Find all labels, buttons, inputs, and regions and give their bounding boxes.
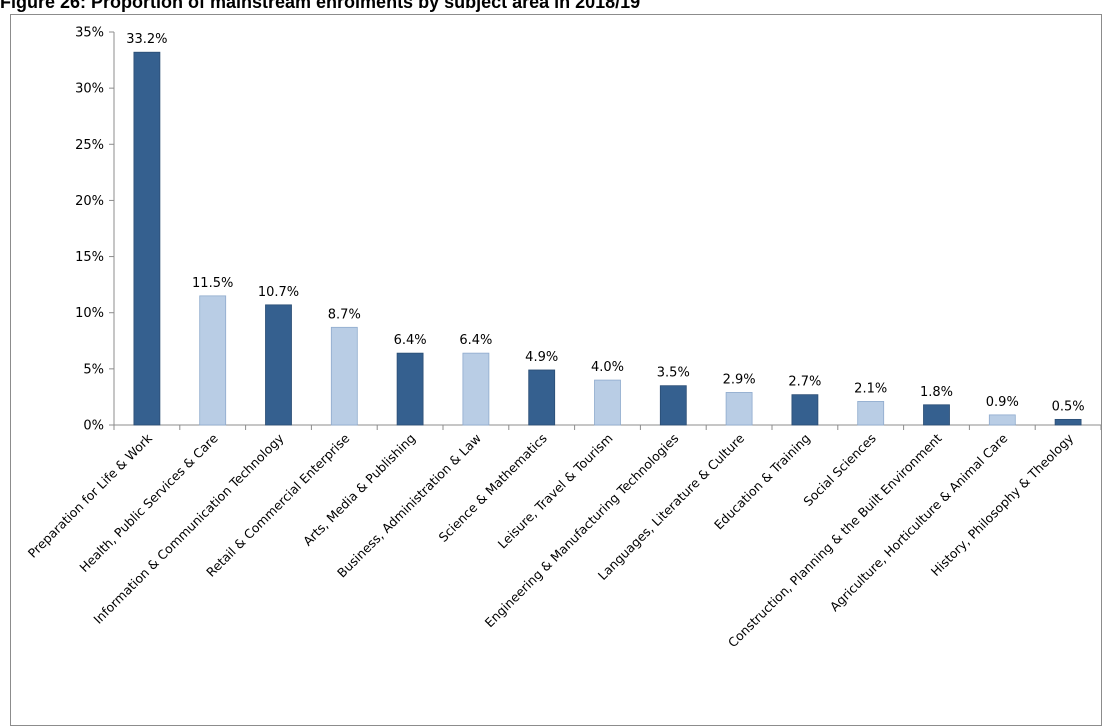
- category-label: Arts, Media & Publishing: [300, 431, 418, 549]
- y-axis: 0% 5% 10% 15% 20% 25% 30% 35%: [75, 26, 115, 434]
- data-label: 4.0%: [591, 360, 624, 375]
- bar-series: [133, 51, 1082, 426]
- data-label: 6.4%: [394, 333, 427, 348]
- chart-area: 0% 5% 10% 15% 20% 25% 30% 35% 33.2% 11.5% 10.7% 8.…: [10, 14, 1102, 726]
- category-label: Leisure, Travel & Tourism: [495, 431, 616, 552]
- data-label: 2.9%: [723, 372, 756, 387]
- data-label: 2.7%: [788, 375, 821, 390]
- bar: [265, 304, 292, 426]
- category-label: Retail & Commercial Enterprise: [203, 430, 352, 579]
- category-label: Preparation for Life & Work: [25, 430, 156, 561]
- y-tick-label: 20%: [75, 194, 104, 209]
- bar: [528, 369, 556, 426]
- chart-title: Figure 26: Proportion of mainstream enro…: [0, 0, 641, 12]
- data-label: 10.7%: [258, 285, 299, 300]
- bar: [462, 352, 490, 426]
- bar: [659, 385, 687, 426]
- category-label: Science & Mathematics: [435, 431, 549, 545]
- data-label: 0.5%: [1052, 399, 1085, 414]
- data-label: 8.7%: [328, 307, 361, 322]
- bar: [857, 401, 885, 426]
- bar: [396, 352, 424, 426]
- data-label: 11.5%: [192, 276, 233, 291]
- y-tick-label: 35%: [75, 26, 104, 41]
- bar: [594, 379, 621, 426]
- data-label: 6.4%: [459, 333, 492, 348]
- data-label: 0.9%: [986, 395, 1019, 410]
- data-label: 1.8%: [920, 385, 953, 400]
- x-axis: [113, 424, 1101, 430]
- category-label: Business, Administration & Law: [334, 431, 484, 581]
- y-tick-label: 15%: [75, 250, 104, 265]
- data-label: 2.1%: [854, 381, 887, 396]
- data-label: 33.2%: [126, 32, 167, 47]
- category-label: History, Philosophy & Theology: [928, 430, 1077, 579]
- y-tick-label: 30%: [75, 82, 104, 97]
- data-label: 3.5%: [657, 366, 690, 381]
- category-label: Health, Public Services & Care: [76, 430, 221, 575]
- category-label: Languages, Literature & Culture: [595, 430, 748, 583]
- bar: [791, 394, 819, 426]
- bar: [725, 392, 753, 426]
- bar: [923, 404, 950, 426]
- bar-chart: 0% 5% 10% 15% 20% 25% 30% 35% 33.2% 11.5% 10.7% 8.…: [25, 26, 1101, 650]
- bar: [133, 51, 161, 426]
- y-tick-label: 0%: [83, 419, 104, 434]
- bar: [988, 414, 1016, 426]
- data-labels: 33.2% 11.5% 10.7% 8.7% 6.4% 6.4% 4.9% 4.0% 3.5% 2…: [126, 32, 1084, 414]
- data-label: 4.9%: [525, 350, 558, 365]
- bar: [330, 326, 358, 426]
- y-tick-label: 25%: [75, 138, 104, 153]
- bar: [1054, 418, 1082, 426]
- y-tick-label: 10%: [75, 306, 104, 321]
- y-tick-label: 5%: [83, 362, 104, 377]
- bar: [199, 295, 227, 426]
